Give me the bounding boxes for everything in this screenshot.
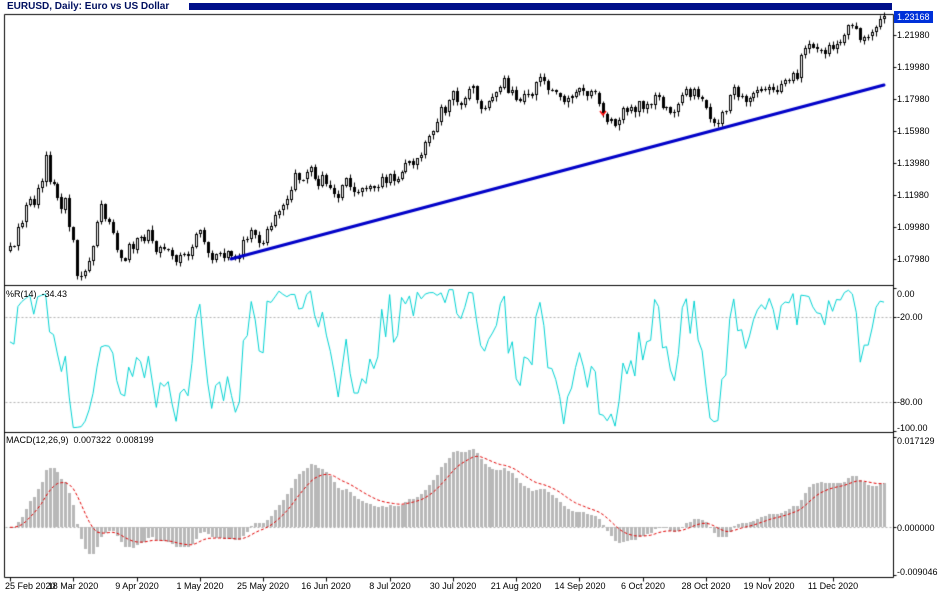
date-label: 8 Jul 2020 xyxy=(369,581,411,591)
wpr-indicator-value: -34.43 xyxy=(41,289,68,299)
date-label: 21 Aug 2020 xyxy=(490,581,542,591)
date-label: 11 Dec 2020 xyxy=(807,581,859,591)
price-axis-label: 1.11980 xyxy=(897,190,929,200)
macd-indicator-header: MACD(12,26,9) 0.007322 0.008199 xyxy=(6,435,159,445)
macd-indicator-name: MACD(12,26,9) xyxy=(6,435,69,445)
chart-title: EURUSD, Daily: Euro vs US Dollar xyxy=(7,1,170,12)
wpr-axis-label: -20.00 xyxy=(897,312,923,322)
date-label: 18 Mar 2020 xyxy=(47,581,99,591)
macd-indicator-main-value: 0.007322 xyxy=(73,435,112,445)
price-axis-label: 1.07980 xyxy=(897,254,930,264)
wpr-axis-label: -80.00 xyxy=(897,397,923,407)
wpr-axis-label: -100.00 xyxy=(897,423,928,433)
wpr-indicator-name: %R(14) xyxy=(6,289,37,299)
macd-axis-label: 0.017129 xyxy=(897,436,935,446)
date-label: 19 Nov 2020 xyxy=(743,581,795,591)
price-axis-label: 1.21980 xyxy=(897,30,930,40)
price-axis-label: 1.17980 xyxy=(897,94,930,104)
wpr-axis-label: 0.00 xyxy=(897,289,915,299)
date-label: 16 Jun 2020 xyxy=(301,581,351,591)
macd-axis-label: -0.009046 xyxy=(897,567,938,577)
date-label: 9 Apr 2020 xyxy=(115,581,159,591)
price-axis-label: 1.19980 xyxy=(897,62,930,72)
price-axis-label: 1.09980 xyxy=(897,222,930,232)
macd-indicator-signal-value: 0.008199 xyxy=(116,435,154,445)
date-label: 1 May 2020 xyxy=(176,581,224,591)
macd-axis-label: 0.000000 xyxy=(897,523,935,533)
titlebar-accent-bar xyxy=(189,3,892,10)
current-price-tag: 1.23168 xyxy=(894,11,933,23)
price-axis-label: 1.13980 xyxy=(897,158,930,168)
date-label: 28 Oct 2020 xyxy=(681,581,731,591)
wpr-indicator-header: %R(14) -34.43 xyxy=(6,289,72,299)
date-label: 25 May 2020 xyxy=(236,581,290,591)
date-label: 30 Jul 2020 xyxy=(429,581,477,591)
date-label: 14 Sep 2020 xyxy=(554,581,606,591)
date-label: 25 Feb 2020 xyxy=(5,581,56,591)
price-axis-label: 1.15980 xyxy=(897,126,930,136)
date-label: 6 Oct 2020 xyxy=(620,581,666,591)
